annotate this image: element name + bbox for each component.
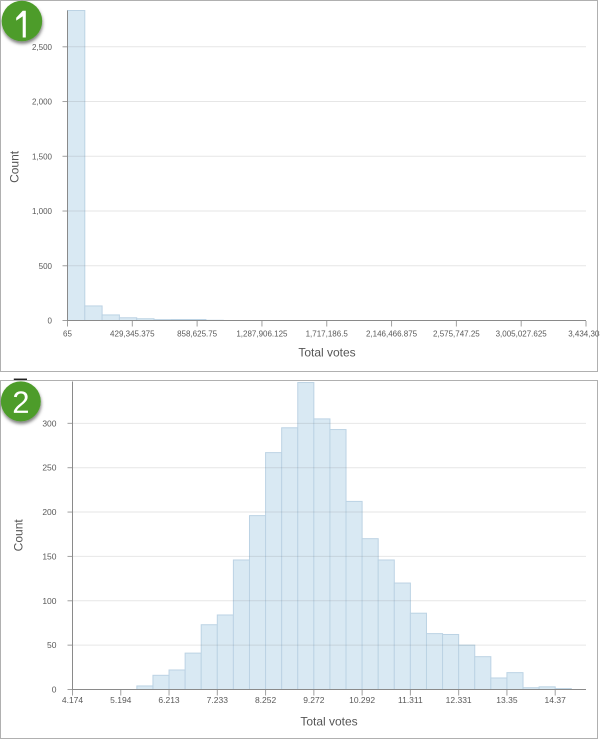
svg-text:65: 65 (63, 330, 72, 339)
svg-text:250: 250 (42, 463, 56, 473)
svg-text:7.233: 7.233 (207, 695, 229, 705)
svg-text:Total votes: Total votes (300, 715, 357, 729)
svg-text:12.331: 12.331 (446, 695, 472, 705)
svg-text:2,000: 2,000 (32, 98, 53, 107)
svg-text:500: 500 (39, 262, 53, 271)
svg-text:150: 150 (42, 551, 56, 561)
svg-text:2,500: 2,500 (32, 43, 53, 52)
svg-text:0: 0 (52, 685, 57, 695)
svg-text:858,625.75: 858,625.75 (177, 330, 218, 339)
svg-text:11.311: 11.311 (398, 695, 423, 705)
svg-text:1,500: 1,500 (32, 152, 53, 161)
svg-text:1,287,906.125: 1,287,906.125 (236, 330, 288, 339)
svg-text:200: 200 (42, 507, 56, 517)
svg-text:Count: Count (7, 150, 21, 183)
svg-text:10.292: 10.292 (349, 695, 375, 705)
svg-text:1,717,186.5: 1,717,186.5 (306, 330, 349, 339)
svg-text:100: 100 (42, 596, 56, 606)
svg-text:50: 50 (47, 640, 57, 650)
svg-text:300: 300 (42, 418, 56, 428)
svg-text:Total votes: Total votes (298, 346, 355, 360)
svg-text:1,000: 1,000 (32, 207, 53, 216)
svg-text:2,575,747.25: 2,575,747.25 (433, 330, 480, 339)
svg-text:13.35: 13.35 (496, 695, 518, 705)
svg-text:9.272: 9.272 (303, 695, 325, 705)
svg-text:3,434,308: 3,434,308 (568, 330, 600, 339)
svg-text:3,005,027.625: 3,005,027.625 (496, 330, 548, 339)
svg-text:0: 0 (48, 317, 53, 326)
svg-text:8.252: 8.252 (255, 695, 277, 705)
svg-text:Count: Count (11, 519, 25, 552)
svg-text:4.174: 4.174 (62, 695, 84, 705)
svg-text:2,146,466.875: 2,146,466.875 (366, 330, 418, 339)
svg-text:6.213: 6.213 (158, 695, 180, 705)
svg-text:14.37: 14.37 (545, 695, 567, 705)
svg-text:429,345.375: 429,345.375 (110, 330, 155, 339)
svg-text:5.194: 5.194 (110, 695, 132, 705)
